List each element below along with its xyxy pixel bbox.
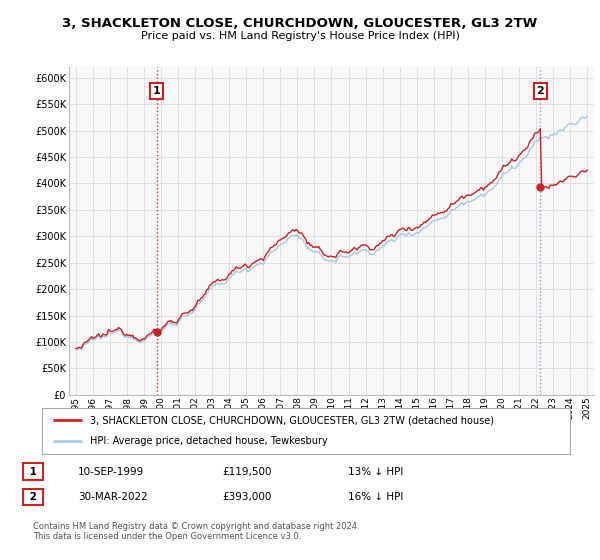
Text: HPI: Average price, detached house, Tewkesbury: HPI: Average price, detached house, Tewk… <box>89 436 327 446</box>
Text: 3, SHACKLETON CLOSE, CHURCHDOWN, GLOUCESTER, GL3 2TW: 3, SHACKLETON CLOSE, CHURCHDOWN, GLOUCES… <box>62 17 538 30</box>
Text: 2: 2 <box>26 492 40 502</box>
Text: 16% ↓ HPI: 16% ↓ HPI <box>348 492 403 502</box>
Text: 1: 1 <box>153 86 161 96</box>
Text: Contains HM Land Registry data © Crown copyright and database right 2024.
This d: Contains HM Land Registry data © Crown c… <box>33 522 359 542</box>
Text: £393,000: £393,000 <box>222 492 271 502</box>
Text: £119,500: £119,500 <box>222 466 271 477</box>
Text: 10-SEP-1999: 10-SEP-1999 <box>78 466 144 477</box>
Text: 2: 2 <box>536 86 544 96</box>
Text: Price paid vs. HM Land Registry's House Price Index (HPI): Price paid vs. HM Land Registry's House … <box>140 31 460 41</box>
Text: 13% ↓ HPI: 13% ↓ HPI <box>348 466 403 477</box>
Text: 30-MAR-2022: 30-MAR-2022 <box>78 492 148 502</box>
Text: 3, SHACKLETON CLOSE, CHURCHDOWN, GLOUCESTER, GL3 2TW (detached house): 3, SHACKLETON CLOSE, CHURCHDOWN, GLOUCES… <box>89 415 494 425</box>
Text: 1: 1 <box>26 466 40 477</box>
